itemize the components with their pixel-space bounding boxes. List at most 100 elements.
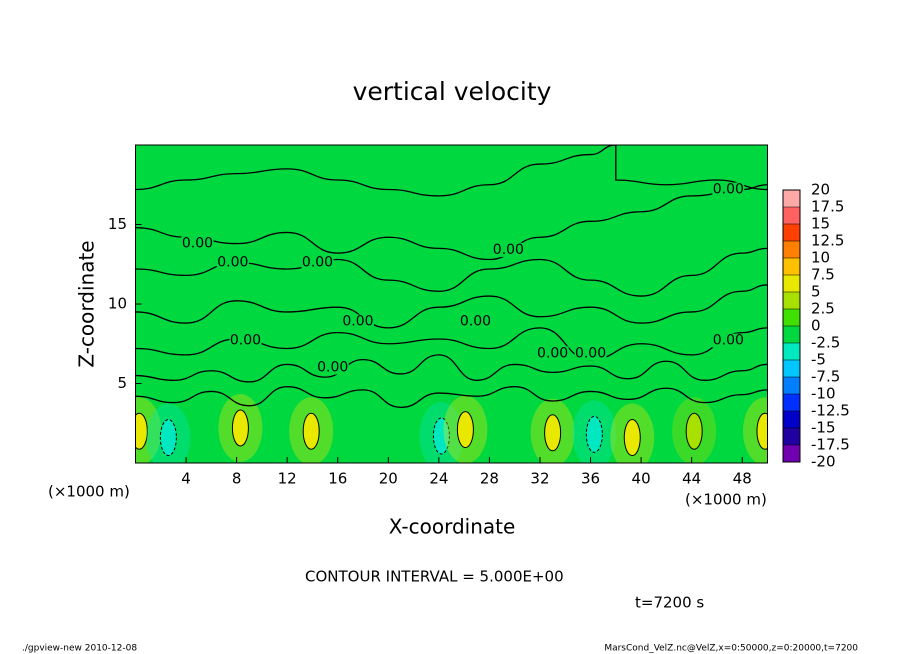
contour-line	[135, 284, 768, 329]
contour-label: 0.00	[217, 255, 248, 271]
colorbar-box	[783, 309, 800, 326]
colorbar-label: 2.5	[811, 300, 835, 318]
x-tick-label: 44	[682, 470, 701, 488]
colorbar-label: 20	[811, 181, 830, 199]
contour-label: 0.00	[537, 345, 568, 361]
contour-label-bg	[536, 346, 569, 361]
colorbar-label: 5	[811, 283, 821, 301]
contour-label-bg	[316, 360, 349, 375]
cell	[432, 417, 450, 455]
y-tick-label: 5	[117, 374, 127, 392]
cell	[756, 412, 768, 450]
cell	[456, 411, 474, 449]
x-tick-label: 28	[480, 470, 499, 488]
x-tick-label: 32	[530, 470, 549, 488]
x-tick-label: 24	[429, 470, 448, 488]
x-unit: (×1000 m)	[685, 491, 767, 509]
footer-right: MarsCond_VelZ.nc@VelZ,x=0:50000,z=0:2000…	[604, 644, 858, 654]
contour-label: 0.00	[302, 255, 333, 271]
colorbar-label: -20	[811, 453, 836, 471]
field: 0.000.000.00 0.000.000.00 0.000.000.000.00…	[135, 145, 768, 463]
cell	[159, 419, 177, 457]
x-tick-label: 16	[328, 470, 347, 488]
x-axis-label: X-coordinate	[389, 515, 516, 539]
contour-label-bg	[216, 255, 249, 270]
contour-line	[135, 354, 768, 383]
contour-label: 0.00	[342, 313, 373, 329]
colorbar-box	[783, 275, 800, 292]
y-tick-label: 10	[108, 295, 127, 313]
colorbar-label: -2.5	[811, 334, 840, 352]
contour-label: 0.00	[575, 345, 606, 361]
cell	[231, 409, 249, 447]
cell	[585, 415, 603, 453]
colorbar-box	[783, 445, 800, 462]
footer-left: ./gpview-new 2010-12-08	[22, 644, 137, 654]
chart-title: vertical velocity	[353, 77, 552, 106]
contour-label-bg	[712, 333, 745, 348]
colorbar-label: -10	[811, 385, 836, 403]
colorbar-label: 15	[811, 215, 830, 233]
colorbar-box	[783, 411, 800, 428]
colorbar-box	[783, 190, 800, 207]
colorbar-box	[783, 377, 800, 394]
colorbar-label: -7.5	[811, 368, 840, 386]
cell	[544, 414, 562, 452]
x-tick-label: 12	[278, 470, 297, 488]
colorbar-label: -5	[811, 351, 826, 369]
contour-label: 0.00	[493, 242, 524, 258]
cell	[135, 412, 148, 450]
contour-line	[135, 184, 768, 261]
colorbar-label: -15	[811, 419, 836, 437]
contour-label-bg	[574, 346, 607, 361]
x-tick-label: 20	[379, 470, 398, 488]
colorbar-box	[783, 326, 800, 343]
contour-label: 0.00	[230, 333, 261, 349]
colorbar-box	[783, 360, 800, 377]
colorbar-label: -17.5	[811, 436, 850, 454]
colorbar-label: 12.5	[811, 232, 844, 250]
colorbar-label: -12.5	[811, 402, 850, 420]
contour-label-bg	[181, 236, 214, 251]
colorbar-box	[783, 224, 800, 241]
y-unit: (×1000 m)	[48, 483, 130, 501]
colorbar-label: 7.5	[811, 266, 835, 284]
colorbar-box	[783, 428, 800, 445]
colorbar-box	[783, 207, 800, 224]
y-tick-label: 15	[108, 215, 127, 233]
contour-label: 0.00	[317, 360, 348, 376]
x-tick-label: 48	[733, 470, 752, 488]
contour-label-bg	[712, 182, 745, 197]
colorbar-label: 0	[811, 317, 821, 335]
contour-line	[135, 386, 768, 409]
x-tick-label: 4	[181, 470, 191, 488]
y-axis-label: Z-coordinate	[75, 240, 99, 367]
contour-label-bg	[492, 242, 525, 257]
time-label: t=7200 s	[635, 594, 704, 612]
colorbar-label: 10	[811, 249, 830, 267]
cell	[302, 412, 320, 450]
colorbar-label: 17.5	[811, 198, 844, 216]
colorbar-box	[783, 258, 800, 275]
contour-label-bg	[229, 333, 262, 348]
colorbar-box	[783, 343, 800, 360]
colorbar-box	[783, 394, 800, 411]
contour-label: 0.00	[182, 236, 213, 252]
contour-line	[135, 145, 768, 197]
x-tick-label: 8	[232, 470, 242, 488]
x-tick-label: 40	[632, 470, 651, 488]
colorbar-box	[783, 292, 800, 309]
contour-label-bg	[341, 314, 374, 329]
contour-interval: CONTOUR INTERVAL = 5.000E+00	[305, 568, 564, 586]
contour-label: 0.00	[713, 182, 744, 198]
cell	[623, 419, 641, 457]
contour-label: 0.00	[460, 313, 491, 329]
contour-line	[135, 247, 768, 297]
cell	[685, 412, 703, 450]
contour-label-bg	[459, 314, 492, 329]
x-tick-label: 36	[581, 470, 600, 488]
contour-label-bg	[301, 255, 334, 270]
contour-label: 0.00	[713, 333, 744, 349]
